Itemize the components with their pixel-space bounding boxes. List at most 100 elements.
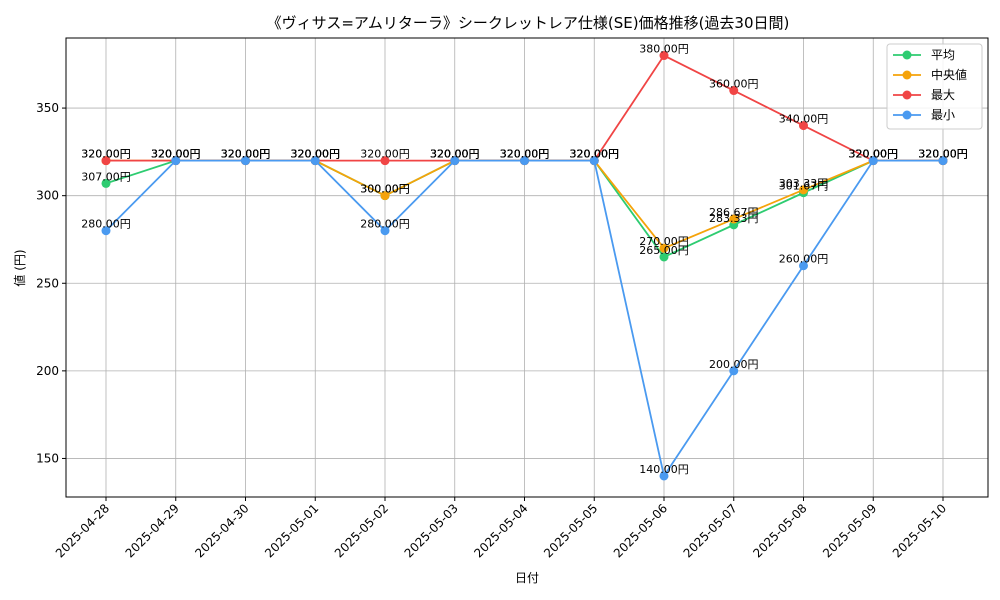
data-point — [659, 243, 669, 253]
chart-title: 《ヴィサス=アムリターラ》シークレットレア仕様(SE)価格推移(過去30日間) — [267, 14, 790, 32]
data-point — [589, 156, 599, 166]
data-label: 200.00円 — [709, 358, 759, 371]
data-point — [799, 185, 808, 195]
data-point — [380, 156, 390, 166]
data-label: 320.00円 — [849, 148, 899, 161]
data-label: 301.67円 — [779, 180, 829, 193]
y-tick-label: 150 — [36, 451, 59, 465]
data-label: 320.00円 — [221, 148, 271, 161]
x-tick-label: 2025-04-29 — [123, 501, 182, 560]
data-label: 300.00円 — [360, 183, 410, 196]
data-label: 140.00円 — [639, 463, 689, 476]
data-label: 320.00円 — [221, 148, 271, 161]
x-tick-label: 2025-05-08 — [750, 501, 809, 560]
data-label: 320.00円 — [918, 148, 968, 161]
data-label: 320.00円 — [918, 148, 968, 161]
data-point — [450, 156, 460, 166]
data-label: 320.00円 — [500, 148, 550, 161]
x-tick-label: 2025-05-05 — [541, 501, 600, 560]
x-tick-label: 2025-05-02 — [332, 501, 391, 560]
data-labels: 307.00円 320.00円 320.00円 320.00円 300.00円 320.0… — [81, 43, 968, 476]
data-point — [868, 156, 878, 166]
series-lines — [101, 51, 948, 481]
data-label: 320.00円 — [430, 148, 480, 161]
plot-frame — [65, 37, 989, 498]
x-tick-label: 2025-04-30 — [192, 501, 251, 560]
data-point — [729, 86, 739, 96]
x-tick-label: 2025-05-06 — [611, 501, 670, 560]
data-label: 303.33円 — [779, 177, 829, 190]
data-label: 320.00円 — [291, 148, 341, 161]
data-label: 300.00円 — [360, 183, 410, 196]
data-label: 320.00円 — [151, 148, 201, 161]
data-label: 380.00円 — [639, 43, 689, 56]
x-axis-ticks: 2025-04-28 2025-04-29 2025-04-30 2025-05-01… — [53, 497, 949, 560]
data-point — [659, 252, 669, 262]
x-tick-label: 2025-05-07 — [681, 501, 740, 560]
data-label: 320.00円 — [360, 148, 410, 161]
data-label: 320.00円 — [918, 148, 968, 161]
data-point — [520, 156, 529, 166]
data-label: 280.00円 — [360, 218, 410, 231]
data-point — [799, 121, 808, 131]
data-label: 320.00円 — [570, 148, 620, 161]
data-label: 320.00円 — [849, 148, 899, 161]
y-axis-ticks: 150 200 250 300 350 — [36, 101, 66, 465]
data-label: 320.00円 — [221, 148, 271, 161]
legend-label: 最小 — [931, 108, 955, 122]
data-point — [101, 156, 111, 166]
data-label: 307.00円 — [81, 170, 131, 183]
legend-marker — [902, 110, 912, 120]
data-label: 280.00円 — [81, 218, 131, 231]
x-tick-label: 2025-04-28 — [53, 501, 112, 560]
legend-label: 中央値 — [931, 67, 967, 82]
data-label: 320.00円 — [500, 148, 550, 161]
x-tick-label: 2025-05-10 — [890, 501, 949, 560]
legend-label: 最大 — [931, 88, 955, 102]
x-tick-label: 2025-05-01 — [262, 501, 321, 560]
data-point — [241, 156, 250, 166]
x-axis-label: 日付 — [515, 571, 539, 585]
x-tick-label: 2025-05-03 — [402, 501, 461, 560]
data-label: 320.00円 — [570, 148, 620, 161]
data-label: 320.00円 — [849, 148, 899, 161]
legend-marker — [902, 50, 912, 60]
data-label: 320.00円 — [291, 148, 341, 161]
y-tick-label: 200 — [36, 364, 59, 378]
data-label: 320.00円 — [151, 148, 201, 161]
series-3 — [101, 156, 948, 481]
data-label: 260.00円 — [779, 253, 829, 266]
data-point — [938, 156, 948, 166]
data-label: 320.00円 — [430, 148, 480, 161]
data-label: 320.00円 — [570, 148, 620, 161]
legend-marker — [902, 90, 912, 100]
legend-box — [886, 43, 983, 130]
data-label: 270.00円 — [639, 235, 689, 248]
grid-lines — [66, 38, 988, 497]
data-point — [729, 214, 739, 224]
data-label: 320.00円 — [151, 148, 201, 161]
data-label: 286.67円 — [709, 206, 759, 219]
data-label: 320.00円 — [221, 148, 271, 161]
data-label: 320.00円 — [430, 148, 480, 161]
data-point — [659, 471, 669, 481]
y-tick-label: 250 — [36, 276, 59, 290]
legend-marker — [902, 70, 912, 80]
data-point — [659, 51, 669, 61]
data-label: 320.00円 — [151, 148, 201, 161]
data-point — [101, 226, 111, 236]
data-label: 320.00円 — [500, 148, 550, 161]
data-point — [380, 226, 390, 236]
legend-label: 平均 — [931, 48, 955, 62]
data-label: 265.00円 — [639, 244, 689, 257]
data-point — [310, 156, 320, 166]
data-label: 340.00円 — [779, 113, 829, 126]
data-label: 320.00円 — [81, 148, 131, 161]
data-point — [799, 261, 808, 271]
data-point — [729, 366, 739, 376]
data-point — [101, 178, 111, 188]
y-tick-label: 300 — [36, 189, 59, 203]
data-label: 320.00円 — [918, 148, 968, 161]
data-label: 320.00円 — [291, 148, 341, 161]
